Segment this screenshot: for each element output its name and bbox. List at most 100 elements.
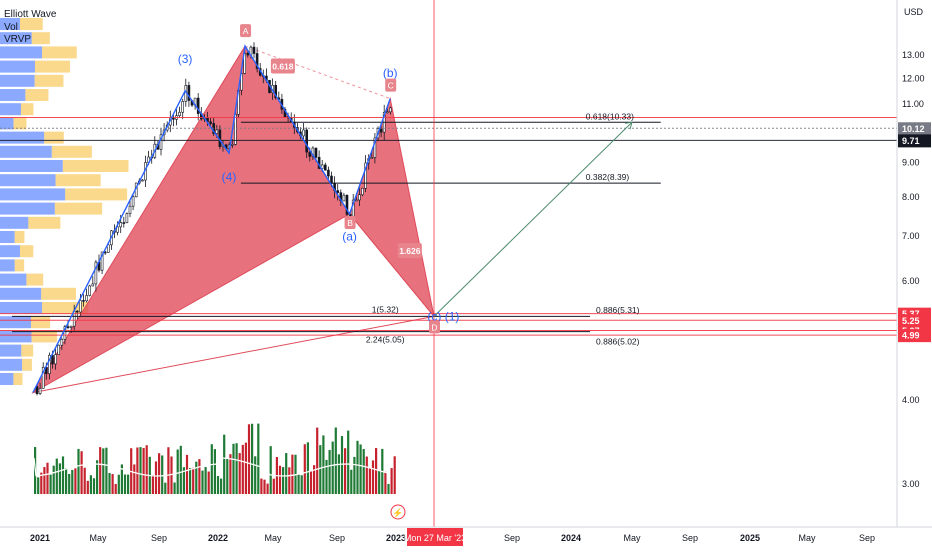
- volume-profile-bar: [25, 89, 49, 101]
- candle-body: [361, 187, 364, 196]
- lightning-icon[interactable]: [390, 504, 406, 520]
- volume-bar: [195, 461, 198, 494]
- volume-profile-bar: [22, 358, 32, 371]
- harmonic-ac-dashed: [244, 45, 391, 100]
- candle-body: [181, 101, 184, 113]
- elliott-wave-line: [32, 44, 391, 393]
- volume-bar: [74, 468, 77, 494]
- volume-bar: [185, 454, 189, 494]
- candle-body: [79, 300, 82, 313]
- candle-body: [94, 261, 98, 285]
- volume-profile-bar: [26, 273, 44, 286]
- volume-bar: [108, 472, 111, 494]
- candle-body: [122, 222, 126, 224]
- legend-vol[interactable]: Vol: [4, 21, 18, 33]
- candle-body: [243, 53, 246, 74]
- legend-elliott-wave[interactable]: Elliott Wave: [4, 9, 57, 20]
- volume-bar: [136, 447, 139, 494]
- volume-profile-bar: [41, 287, 76, 300]
- candle-body: [302, 129, 305, 137]
- x-tick-label: 2023: [386, 533, 406, 543]
- ratio-label: 1.626: [399, 246, 421, 256]
- candle-body: [305, 129, 309, 153]
- volume-profile-bar: [0, 216, 29, 229]
- volume-profile-bar: [21, 344, 34, 357]
- volume-bar: [182, 467, 185, 494]
- volume-profile-bar: [54, 202, 103, 215]
- projection-arrow: [433, 121, 633, 317]
- y-tick-label: 13.00: [902, 50, 925, 60]
- volume-bar: [192, 467, 195, 494]
- candle-body: [274, 85, 278, 99]
- volume-bar: [40, 472, 43, 494]
- volume-bar: [127, 474, 130, 494]
- volume-profile: [0, 18, 129, 385]
- annotations: A B C D 0.618 1.626 ⚡: [240, 24, 440, 520]
- x-tick-label: Sep: [329, 533, 345, 543]
- x-tick-label: May: [623, 533, 641, 543]
- volume-bar: [77, 448, 80, 494]
- volume-profile-bar: [0, 145, 52, 158]
- volume-bar: [210, 444, 213, 494]
- volume-bar: [158, 453, 161, 494]
- volume-profile-bar: [0, 46, 43, 59]
- pattern-point-badge: [344, 215, 356, 229]
- volume-bar: [303, 444, 306, 494]
- volume-profile-bar: [13, 373, 23, 385]
- volume-bar: [176, 449, 179, 494]
- volume-bar: [347, 430, 350, 494]
- pattern-point-label: C: [388, 81, 394, 91]
- legend-vrvp[interactable]: VRVP: [4, 34, 32, 45]
- volume-bar: [142, 447, 145, 494]
- price-axis: USD13.0012.0011.0010.009.008.007.006.005…: [896, 0, 932, 550]
- candle-body: [314, 147, 318, 158]
- y-tick-label: 8.00: [902, 192, 920, 202]
- candle-body: [63, 326, 67, 340]
- volume-bar: [123, 474, 127, 494]
- volume-bar: [99, 447, 102, 494]
- volume-bar: [198, 459, 201, 494]
- volume-bar: [359, 444, 362, 494]
- volume-bar: [65, 468, 68, 494]
- volume-bar: [378, 470, 381, 494]
- volume-bar: [179, 445, 182, 494]
- candle-body: [252, 46, 256, 54]
- candle-body: [327, 169, 330, 177]
- candle-body: [246, 53, 250, 56]
- candle-body: [364, 162, 367, 189]
- candle-body: [336, 190, 340, 193]
- candle-body: [231, 144, 234, 146]
- volume-bar: [213, 449, 216, 494]
- volume-bar: [55, 458, 58, 494]
- volume-bars: [33, 423, 396, 494]
- volume-bar: [384, 471, 387, 494]
- volume-bar: [316, 427, 319, 494]
- volume-bar: [80, 451, 83, 494]
- candle-body: [82, 300, 85, 302]
- volume-bar: [207, 471, 210, 494]
- candle-body: [323, 164, 327, 171]
- volume-bar: [282, 467, 285, 494]
- x-tick-label: 2021: [30, 533, 50, 543]
- fib-level-label: 2.24(5.05): [366, 335, 405, 345]
- volume-bar: [229, 454, 232, 494]
- volume-profile-bar: [0, 32, 32, 45]
- ratio-badge: [397, 243, 422, 259]
- candle-body: [320, 164, 324, 169]
- volume-bar: [278, 465, 282, 494]
- price-axis-value: 5.25: [902, 316, 920, 326]
- volume-profile-bar: [62, 160, 129, 172]
- pattern-point-label: B: [347, 218, 353, 228]
- volume-profile-bar: [14, 259, 25, 272]
- candle-body: [373, 137, 377, 158]
- volume-bar: [297, 473, 300, 494]
- fib-level-label: 0.618(10.33): [586, 111, 634, 121]
- volume-profile-bar: [0, 18, 21, 30]
- candle-body: [178, 111, 181, 116]
- volume-profile-bar: [14, 231, 25, 243]
- crosshair-date-label: Mon 27 Mar '23: [404, 533, 466, 543]
- x-tick-label: 2025: [740, 533, 760, 543]
- candle-body: [187, 85, 191, 101]
